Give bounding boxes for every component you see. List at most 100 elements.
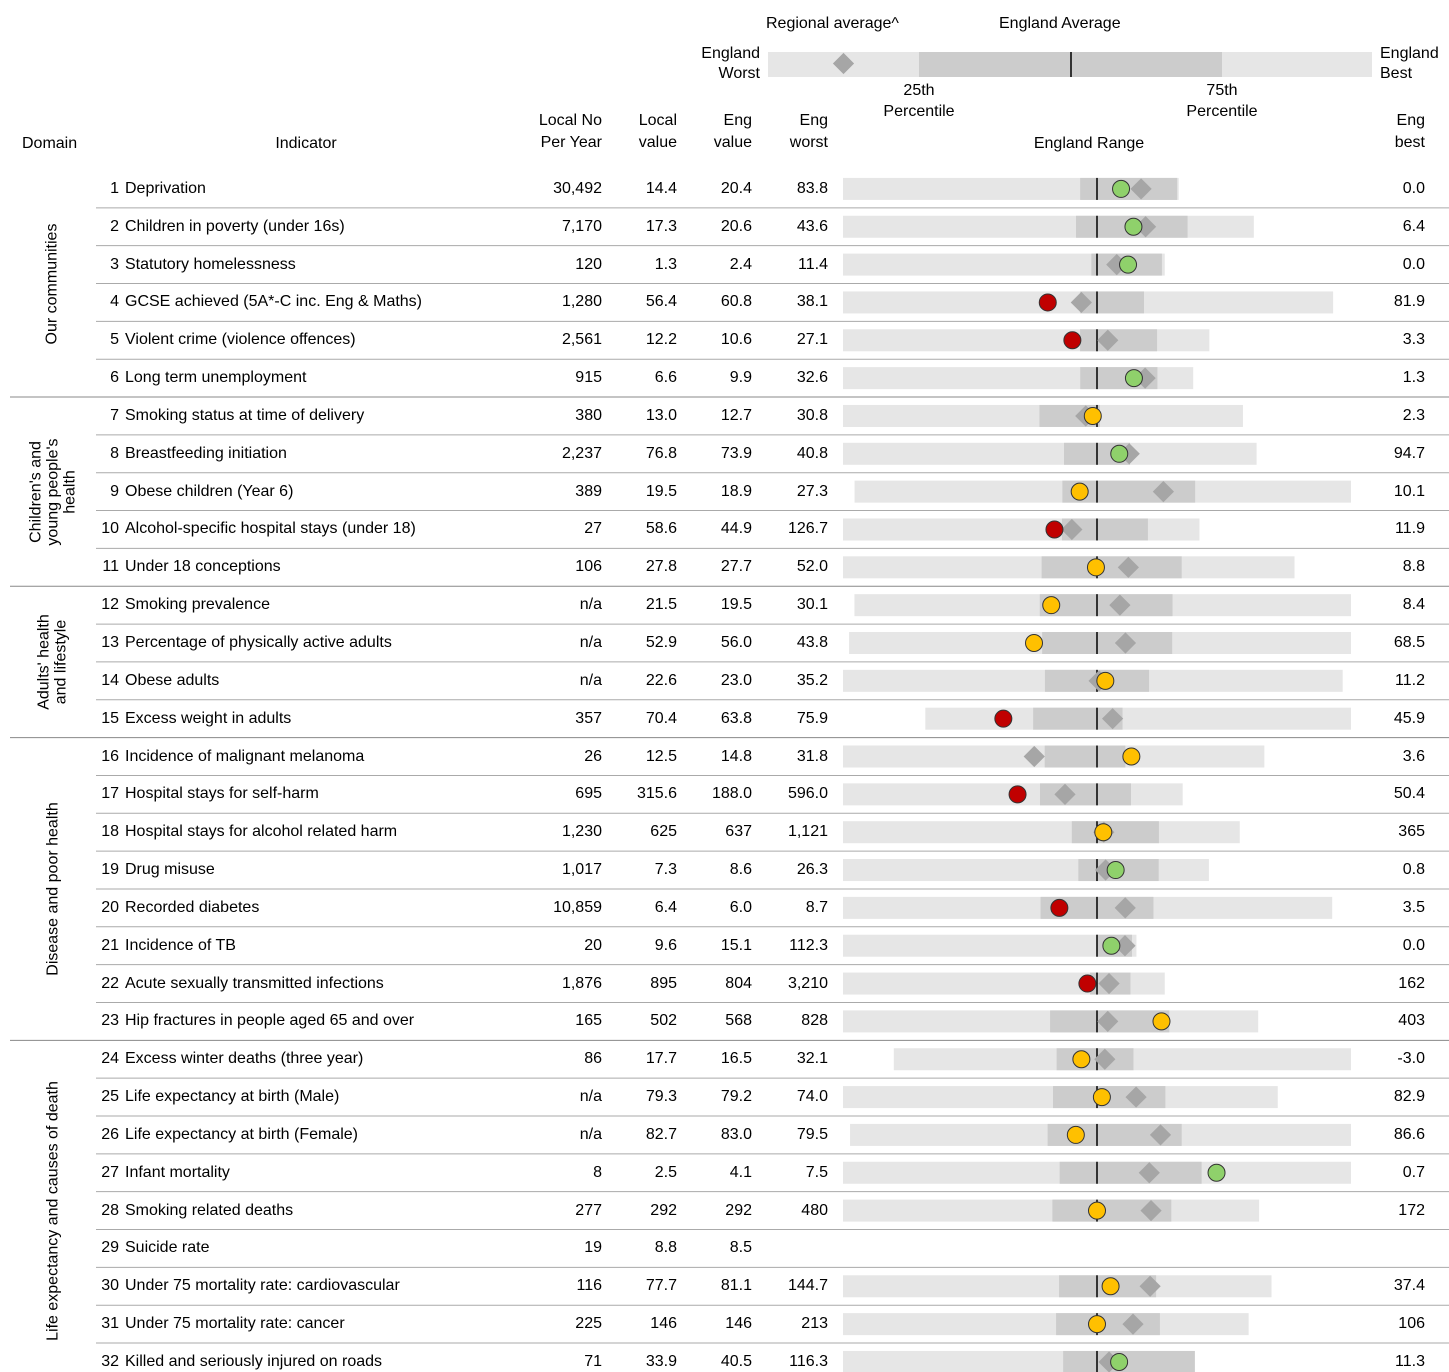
row-number: 28 [101, 1201, 119, 1219]
local-value: 625 [650, 823, 677, 841]
range-bar [925, 707, 1351, 730]
local-value: 2.5 [654, 1163, 677, 1181]
eng-best: -3.0 [1397, 1050, 1425, 1068]
legend-label: Regional average^ [766, 15, 899, 32]
eng-best: 0.0 [1402, 936, 1425, 954]
legend-label: England Worst [701, 45, 760, 82]
local-value: 76.8 [645, 444, 677, 462]
indicator: Obese children (Year 6) [125, 482, 294, 500]
eng-worst: 35.2 [796, 671, 828, 689]
eng-worst: 26.3 [796, 861, 828, 879]
indicator: Acute sexually transmitted infections [125, 974, 384, 992]
eng-best: 0.7 [1402, 1163, 1425, 1181]
regional-average-diamond [1114, 897, 1136, 919]
iqr-bar [1063, 1350, 1195, 1372]
eng-best: 1.3 [1402, 369, 1425, 387]
eng-best: 6.4 [1402, 217, 1425, 235]
local-value-marker [1092, 1088, 1111, 1107]
eng-best: 11.9 [1395, 520, 1425, 538]
eng-worst: 43.6 [796, 217, 828, 235]
eng-worst: 27.3 [796, 482, 828, 500]
eng-worst: 144.7 [787, 1277, 828, 1295]
row-number: 1 [110, 179, 119, 197]
indicator: Smoking status at time of delivery [125, 406, 365, 424]
row-number: 27 [101, 1163, 119, 1181]
local-value-marker [1042, 596, 1061, 615]
local-value: 19.5 [645, 482, 677, 500]
local-no: 20 [584, 936, 602, 954]
indicator: Percentage of physically active adults [125, 634, 392, 651]
local-no: 695 [575, 785, 602, 803]
eng-value: 15.1 [720, 936, 752, 954]
indicator: Incidence of TB [125, 936, 236, 954]
iqr-bar [1039, 594, 1173, 617]
eng-value: 188.0 [711, 785, 752, 803]
legend-diamond [832, 52, 855, 75]
local-value: 33.9 [645, 1352, 677, 1370]
eng-value: 73.9 [720, 444, 752, 462]
eng-best: 3.6 [1402, 747, 1425, 765]
eng-worst: 52.0 [796, 558, 828, 576]
indicator: Excess weight in adults [125, 709, 292, 727]
iqr-bar [1041, 556, 1182, 579]
local-no: 225 [575, 1315, 602, 1333]
local-value: 14.4 [645, 179, 677, 197]
row-number: 11 [102, 558, 119, 576]
local-value: 17.7 [645, 1050, 677, 1068]
eng-best: 45.9 [1393, 709, 1425, 727]
indicator: Under 18 conceptions [125, 558, 281, 576]
domain-label: Life expectancy and causes of death [43, 1080, 61, 1341]
regional-average-diamond [1061, 518, 1083, 541]
eng-best: 11.3 [1395, 1352, 1425, 1370]
range-bar [843, 821, 1240, 844]
regional-average-diamond [1114, 632, 1137, 654]
eng-value: 16.5 [720, 1050, 752, 1068]
local-value-marker [1088, 1201, 1106, 1220]
indicator: Hip fractures in people aged 65 and over [125, 1012, 415, 1030]
eng-value: 20.6 [720, 217, 752, 235]
row-number: 13 [101, 634, 119, 651]
row-number: 7 [110, 406, 119, 424]
eng-worst: 43.8 [796, 634, 828, 651]
row-number: 2 [110, 217, 119, 235]
eng-worst: 480 [801, 1201, 828, 1219]
iqr-bar [1044, 745, 1126, 768]
row-number: 24 [101, 1050, 119, 1068]
row-number: 4 [110, 293, 119, 311]
eng-worst: 83.8 [796, 179, 828, 197]
indicator: Under 75 mortality rate: cancer [125, 1315, 345, 1333]
indicator: Life expectancy at birth (Male) [125, 1088, 340, 1106]
indicator: Violent crime (violence offences) [125, 331, 356, 349]
local-no: 30,492 [553, 179, 602, 197]
local-value-marker [1124, 217, 1143, 236]
eng-value: 83.0 [720, 1125, 752, 1143]
local-no: 1,876 [561, 974, 602, 992]
eng-worst: 7.5 [805, 1163, 828, 1181]
column-header: Eng worst [789, 112, 828, 151]
eng-value: 56.0 [720, 634, 752, 651]
eng-best: 94.7 [1393, 444, 1425, 462]
local-no: 357 [575, 709, 602, 727]
eng-worst: 30.8 [796, 406, 828, 424]
local-value: 9.6 [654, 936, 677, 954]
local-value-marker [1025, 634, 1044, 652]
iqr-bar [1052, 1199, 1172, 1222]
local-value: 79.3 [645, 1088, 677, 1106]
local-no: n/a [579, 671, 602, 689]
indicator: Infant mortality [125, 1163, 230, 1181]
local-no: 1,017 [561, 861, 602, 879]
row-number: 25 [101, 1088, 119, 1106]
row-number: 29 [101, 1239, 119, 1257]
local-value: 6.6 [654, 369, 677, 387]
eng-worst: 11.4 [798, 255, 828, 273]
local-value-marker [1070, 482, 1089, 501]
indicator: Obese adults [125, 671, 220, 689]
row-number: 12 [101, 596, 119, 614]
regional-average-diamond [1054, 783, 1076, 805]
local-no: 26 [584, 747, 602, 765]
domain-label: Disease and poor health [43, 802, 61, 976]
row-number: 14 [101, 671, 119, 689]
eng-value: 2.4 [729, 255, 752, 273]
